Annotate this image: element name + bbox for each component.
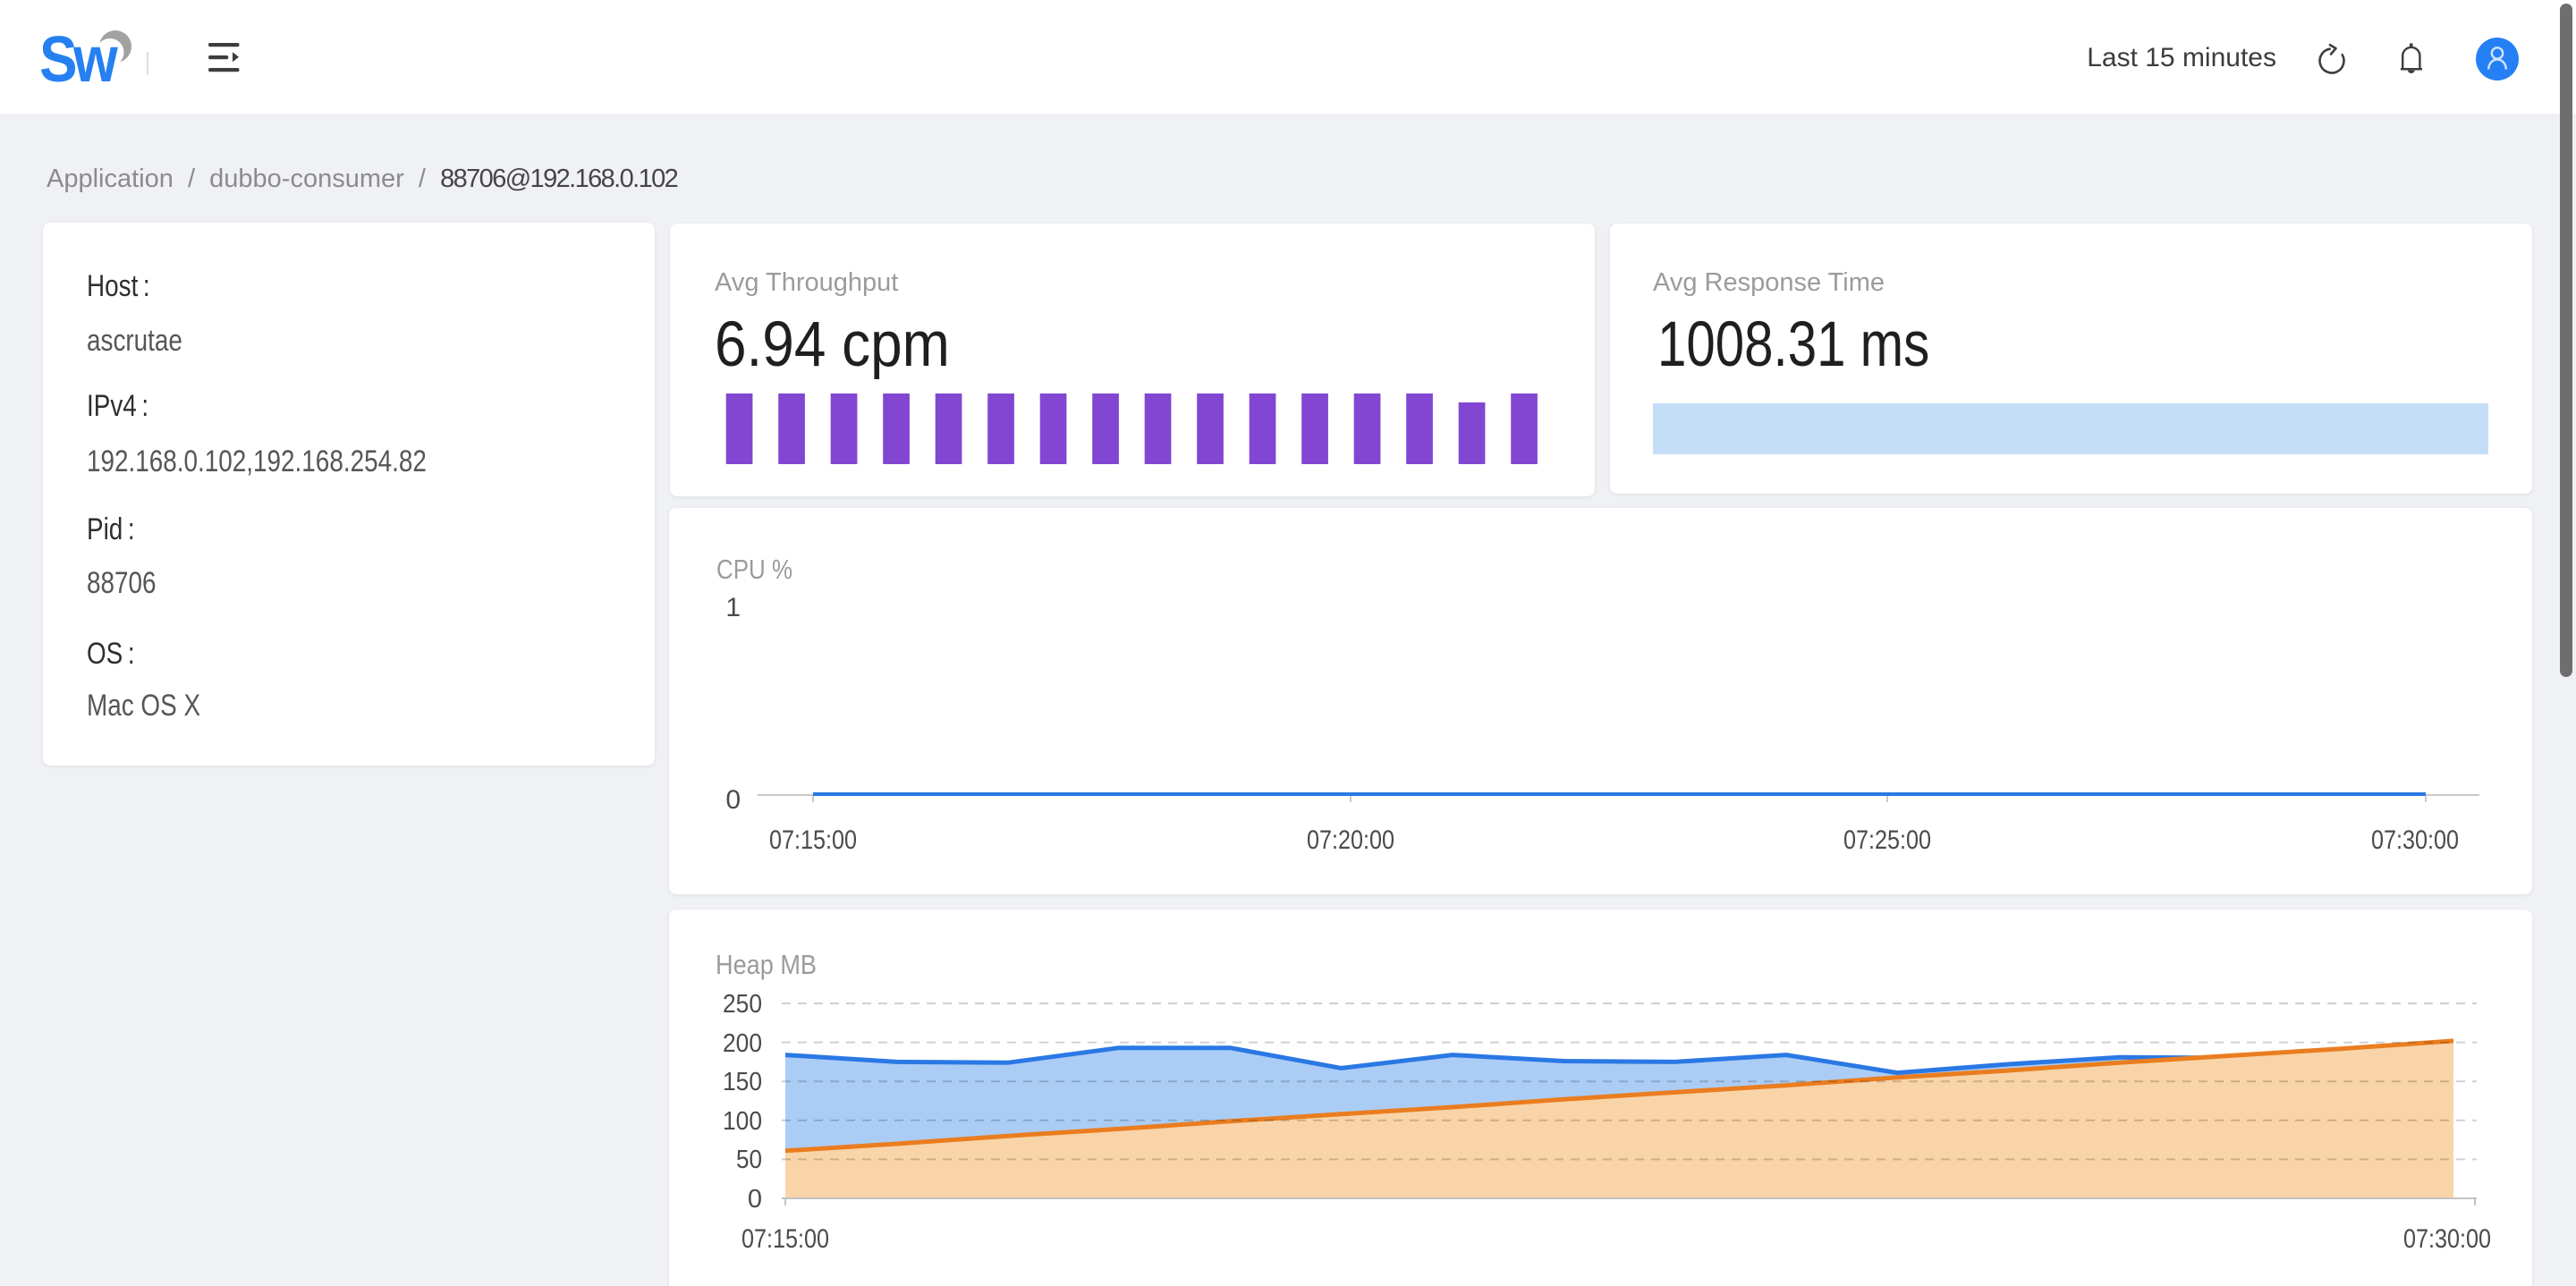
svg-text:07:20:00: 07:20:00: [1307, 825, 1394, 855]
svg-text:07:30:00: 07:30:00: [2403, 1224, 2491, 1254]
svg-text:07:15:00: 07:15:00: [769, 825, 857, 855]
svg-text:0: 0: [748, 1185, 762, 1214]
svg-text:150: 150: [723, 1068, 762, 1096]
svg-text:CPU %: CPU %: [716, 554, 792, 585]
svg-text:1: 1: [725, 593, 741, 622]
svg-text:07:30:00: 07:30:00: [2371, 825, 2459, 855]
svg-text:100: 100: [723, 1107, 762, 1136]
svg-text:07:15:00: 07:15:00: [741, 1224, 829, 1254]
svg-text:250: 250: [723, 990, 762, 1019]
svg-text:07:25:00: 07:25:00: [1843, 825, 1931, 855]
svg-text:200: 200: [723, 1029, 762, 1058]
svg-text:50: 50: [736, 1146, 762, 1174]
svg-text:Heap MB: Heap MB: [716, 949, 817, 980]
svg-text:Sw: Sw: [39, 23, 119, 95]
svg-text:0: 0: [725, 785, 741, 815]
